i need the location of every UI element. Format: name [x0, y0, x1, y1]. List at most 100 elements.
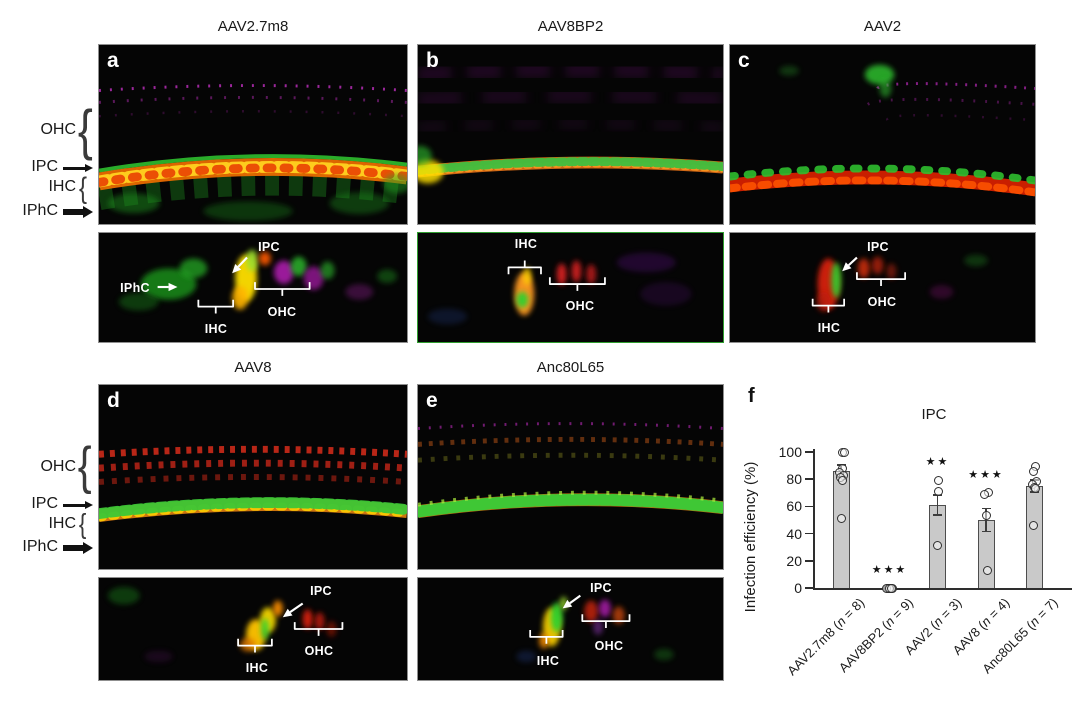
panel-b-annotation-ohc: OHC	[565, 299, 595, 313]
panel-a-title: AAV2.7m8	[217, 18, 289, 35]
panel-d-crosssection-decoration	[107, 586, 344, 663]
panel-e-annotation-ihc: IHC	[536, 654, 560, 668]
iphc-label: IPhC	[22, 538, 58, 555]
panel-a-micrograph-decoration	[99, 84, 407, 222]
panel-d-micrograph-decoration	[99, 445, 407, 522]
panel-b-annotation-ihc: IHC	[514, 237, 538, 251]
panel-c-title: AAV2	[863, 18, 902, 35]
panel-e-crosssection-decoration	[516, 594, 674, 663]
panel-a-annotation-ipc: IPC	[258, 240, 280, 254]
panel-d-annotation-ihc: IHC	[245, 661, 269, 675]
ipc-arrow-icon	[63, 167, 85, 170]
scatter-point	[979, 489, 989, 499]
ipc-label: IPC	[31, 158, 58, 175]
panel-a-annotation-ohc: OHC	[267, 305, 297, 319]
panel-b-image: b	[417, 44, 724, 225]
panel-c-annotation-ohc: OHC	[867, 295, 897, 309]
panel-e-title: Anc80L65	[536, 359, 605, 376]
y-tick-label: 80	[786, 471, 802, 488]
error-cap-bottom	[981, 530, 991, 533]
panel-c-image: c	[729, 44, 1036, 225]
ipc-arrow-icon	[63, 504, 85, 507]
panel-f-chart: f IPC Infection efficiency (%) 0 20 40 60 80…	[740, 378, 1080, 713]
y-tick-label: 40	[786, 525, 802, 542]
panel-d-title: AAV8	[234, 359, 272, 376]
scatter-point	[981, 511, 991, 521]
y-tick-label: 100	[778, 444, 802, 460]
scatter-point	[933, 541, 942, 551]
panel-c-annotation-ipc: IPC	[867, 240, 889, 254]
ohc-label: OHC	[40, 458, 76, 475]
scatter-point	[1031, 484, 1040, 494]
panel-c-letter: c	[738, 49, 750, 72]
panel-a-crosssection-image: IPC IPhC IHC OHC	[98, 232, 408, 343]
scatter-point	[837, 476, 847, 486]
chart-title: IPC	[921, 406, 947, 423]
y-tick-mark	[805, 587, 813, 589]
y-tick-mark	[805, 505, 813, 508]
panel-d-letter: d	[107, 389, 120, 412]
iphc-arrow-icon	[63, 209, 83, 215]
panel-a-annotation-iphc: IPhC	[120, 281, 150, 295]
x-axis-line	[813, 588, 1072, 590]
panel-e-image: e	[417, 384, 724, 570]
scatter-point	[887, 583, 896, 593]
scatter-point	[839, 447, 849, 457]
ohc-bracket: {	[77, 437, 92, 495]
scatter-point	[982, 565, 992, 575]
y-tick-mark	[805, 560, 813, 562]
scatter-point	[934, 476, 943, 486]
panel-c-crosssection-image: IPC OHC IHC	[729, 232, 1036, 343]
ihc-bracket: {	[79, 172, 88, 205]
ipc-label: IPC	[31, 495, 58, 512]
y-tick-mark	[805, 451, 813, 453]
scatter-point	[1029, 466, 1038, 476]
y-tick-label: 20	[786, 552, 802, 569]
y-tick-label: 60	[786, 498, 802, 515]
panel-e-annotation-ohc: OHC	[594, 639, 624, 653]
panel-b-crosssection-image: IHC OHC	[417, 232, 724, 343]
panel-f-letter: f	[748, 385, 755, 407]
panel-b-micrograph-decoration	[418, 61, 723, 184]
error-bar	[936, 494, 939, 516]
iphc-arrow-icon	[63, 545, 83, 551]
scatter-point	[934, 486, 943, 496]
y-axis-line	[813, 449, 815, 590]
panel-c-annotation-ihc: IHC	[817, 321, 841, 335]
panel-b-crosssection-decoration	[427, 252, 692, 325]
significance-stars: ★★★	[871, 563, 908, 576]
panel-d-crosssection-image: IPC OHC IHC	[98, 577, 408, 681]
ihc-bracket: {	[78, 508, 87, 539]
ihc-label: IHC	[48, 515, 76, 532]
bar-AAV2.7m8 (n = 8)	[832, 471, 850, 588]
error-cap-top	[981, 507, 991, 510]
panel-d-annotation-ipc: IPC	[310, 584, 332, 598]
scatter-point	[836, 514, 846, 524]
error-cap-bottom	[933, 514, 942, 516]
panel-e-annotation-ipc: IPC	[590, 581, 612, 595]
panel-a-crosssection-decoration	[118, 249, 398, 314]
bar-Anc80L65 (n = 7)	[1026, 486, 1043, 588]
panel-e-crosssection-image: IPC OHC IHC	[417, 577, 724, 681]
scatter-point	[1029, 520, 1038, 530]
ohc-label: OHC	[40, 121, 76, 138]
panel-c-crosssection-decoration	[811, 254, 988, 313]
y-tick-mark	[805, 478, 813, 480]
y-tick-mark	[805, 532, 813, 535]
ihc-label: IHC	[48, 178, 76, 195]
panel-d-image: d	[98, 384, 408, 570]
panel-a-annotation-ihc: IHC	[204, 322, 228, 336]
panel-a-image: a	[98, 44, 408, 225]
panel-e-micrograph-decoration	[418, 422, 723, 518]
panel-a-letter: a	[107, 49, 119, 72]
ohc-bracket: {	[77, 98, 93, 161]
significance-stars: ★★★	[968, 468, 1004, 481]
y-tick-label: 0	[794, 580, 802, 596]
panel-b-letter: b	[426, 49, 439, 72]
panel-c-micrograph-decoration	[730, 64, 1035, 197]
iphc-label: IPhC	[22, 202, 58, 219]
significance-stars: ★★	[925, 456, 950, 469]
panel-d-annotation-ohc: OHC	[304, 644, 334, 658]
panel-b-title: AAV8BP2	[537, 18, 604, 35]
